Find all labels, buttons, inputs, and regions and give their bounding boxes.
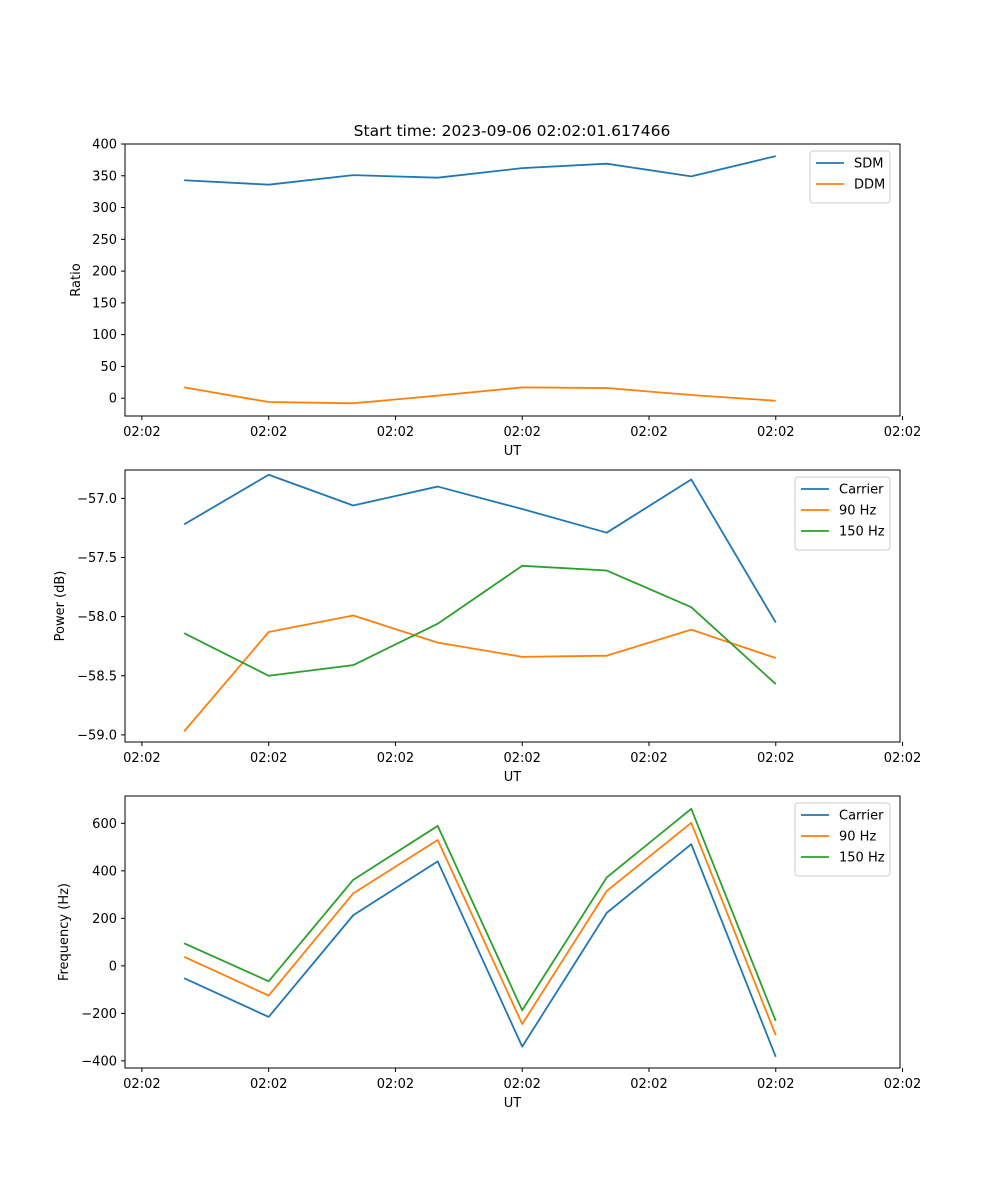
frequency-x-tick-label: 02:02 [377,1077,414,1092]
power-axes-frame [124,469,901,743]
frequency-series-90-hz [183,821,777,1036]
ratio-x-tick-label: 02:02 [377,425,414,440]
frequency-y-tick-label: 600 [92,817,117,832]
power-legend-label: 150 Hz [839,525,885,540]
frequency-legend-label: 90 Hz [839,830,876,845]
power-y-axis-label: Power (dB) [53,571,68,642]
power-x-tick-label: 02:02 [377,751,414,766]
ratio-legend-label: SDM [854,157,883,172]
frequency-legend-label: 150 Hz [839,851,885,866]
frequency-panel: 02:02 02:02 02:02 02:02 02:02 02:02 02:02 −400 −… [57,795,921,1111]
ratio-x-tick-label: 02:02 [503,425,540,440]
frequency-x-tick-label: 02:02 [884,1077,921,1092]
power-panel: 02:02 02:02 02:02 02:02 02:02 02:02 02:02 −59.0… [53,469,921,785]
power-legend-label: 90 Hz [839,504,876,519]
frequency-x-tick-label: 02:02 [630,1077,667,1092]
power-x-tick-label: 02:02 [884,751,921,766]
frequency-x-axis-label: UT [504,1096,522,1111]
ratio-y-tick-label: 300 [92,201,117,216]
ratio-y-axis-label: Ratio [69,263,84,296]
ratio-x-tick-label: 02:02 [757,425,794,440]
frequency-legend-label: Carrier [839,809,884,824]
ratio-y-tick-label: 0 [109,392,117,407]
power-y-tick-label: −58.0 [77,610,117,625]
power-series-150-hz [183,564,777,685]
ratio-y-tick-label: 50 [100,360,117,375]
frequency-series-150-hz [183,807,777,1022]
ratio-x-tick-label: 02:02 [123,425,160,440]
power-x-tick-label: 02:02 [757,751,794,766]
ratio-y-tick-label: 250 [92,233,117,248]
ratio-y-tick-label: 400 [92,138,117,153]
frequency-y-tick-label: 0 [109,959,117,974]
frequency-y-tick-label: 200 [92,912,117,927]
power-x-tick-label: 02:02 [123,751,160,766]
frequency-x-tick-label: 02:02 [757,1077,794,1092]
power-series-90-hz [183,614,777,732]
ratio-x-axis-label: UT [504,444,522,459]
frequency-series-carrier [183,843,777,1058]
frequency-axes-frame [124,795,901,1069]
ratio-y-tick-label: 100 [92,328,117,343]
frequency-x-tick-label: 02:02 [123,1077,160,1092]
ratio-panel: 02:02 02:02 02:02 02:02 02:02 02:02 02:02 0 50 10… [69,138,921,460]
ratio-series-sdm [184,155,776,186]
ratio-legend-box [809,150,891,204]
ratio-y-tick-label: 350 [92,169,117,184]
ratio-series-ddm [184,386,776,405]
frequency-y-tick-label: 400 [92,864,117,879]
power-y-tick-label: −57.5 [77,551,117,566]
power-x-axis-label: UT [504,770,522,785]
power-series-carrier [183,473,777,624]
ratio-axes-frame [124,143,901,417]
chart-title: Start time: 2023-09-06 02:02:01.617466 [354,122,671,140]
power-x-tick-label: 02:02 [250,751,287,766]
ratio-legend-label: DDM [854,178,885,193]
frequency-x-tick-label: 02:02 [503,1077,540,1092]
frequency-y-axis-label: Frequency (Hz) [57,883,72,981]
ratio-y-tick-label: 200 [92,265,117,280]
ratio-x-tick-label: 02:02 [250,425,287,440]
power-y-tick-label: −58.5 [77,669,117,684]
ratio-x-tick-label: 02:02 [884,425,921,440]
power-y-tick-label: −59.0 [77,728,117,743]
power-x-tick-label: 02:02 [503,751,540,766]
power-legend-label: Carrier [839,483,884,498]
frequency-y-tick-label: −400 [81,1054,117,1069]
ratio-x-tick-label: 02:02 [630,425,667,440]
frequency-y-tick-label: −200 [81,1007,117,1022]
power-x-tick-label: 02:02 [630,751,667,766]
power-y-tick-label: −57.0 [77,492,117,507]
ratio-y-tick-label: 150 [92,296,117,311]
frequency-x-tick-label: 02:02 [250,1077,287,1092]
